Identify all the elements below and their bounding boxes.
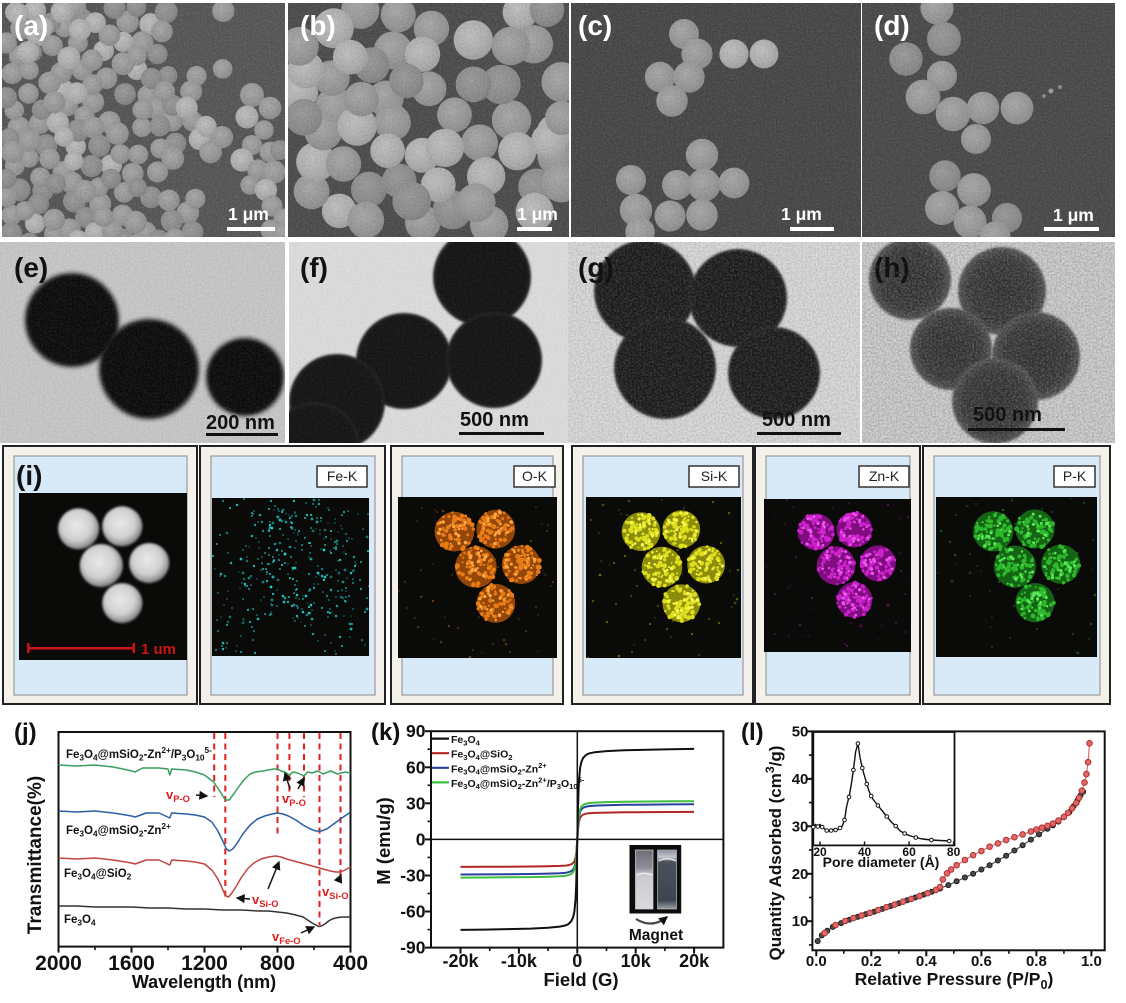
svg-text:1 μm: 1 μm [1053, 205, 1094, 225]
svg-text:P-K: P-K [1063, 468, 1087, 484]
svg-text:(f): (f) [300, 252, 328, 283]
svg-text:0.0: 0.0 [806, 953, 827, 970]
svg-text:(c): (c) [578, 10, 612, 41]
svg-text:Field (G): Field (G) [543, 969, 618, 990]
svg-text:500 nm: 500 nm [973, 404, 1042, 426]
svg-text:vFe-O: vFe-O [272, 929, 301, 946]
svg-text:(j): (j) [14, 719, 37, 746]
svg-text:-30: -30 [400, 866, 426, 886]
svg-text:Pore diameter (Å): Pore diameter (Å) [823, 854, 940, 870]
svg-text:Fe3O4@SiO2: Fe3O4@SiO2 [64, 868, 132, 882]
svg-text:Fe3O4: Fe3O4 [451, 734, 481, 747]
svg-text:0: 0 [416, 829, 426, 849]
svg-text:500 nm: 500 nm [460, 409, 529, 431]
svg-text:90: 90 [406, 721, 426, 741]
svg-text:500 nm: 500 nm [762, 409, 831, 431]
svg-text:M (emu/g): M (emu/g) [373, 797, 394, 884]
svg-text:1200: 1200 [181, 952, 228, 975]
svg-text:vSi-O: vSi-O [322, 884, 349, 901]
svg-text:80: 80 [947, 845, 961, 859]
svg-text:1600: 1600 [108, 952, 155, 975]
svg-text:1.0: 1.0 [1081, 953, 1102, 970]
svg-text:(l): (l) [741, 719, 764, 746]
svg-text:-90: -90 [400, 938, 426, 958]
svg-text:30: 30 [406, 793, 426, 813]
svg-text:-20k: -20k [442, 951, 479, 971]
svg-text:1 μm: 1 μm [781, 204, 822, 224]
svg-text:20k: 20k [679, 951, 710, 971]
svg-text:400: 400 [333, 952, 368, 975]
svg-text:800: 800 [260, 952, 295, 975]
svg-text:Fe3O4@mSiO2-Zn2+/P3O105-: Fe3O4@mSiO2-Zn2+/P3O105- [66, 745, 212, 762]
svg-text:Fe-K: Fe-K [327, 468, 358, 484]
svg-text:1 μm: 1 μm [517, 204, 558, 224]
svg-text:Fe3O4@mSiO2-Zn2+: Fe3O4@mSiO2-Zn2+ [66, 821, 171, 838]
svg-text:(a): (a) [14, 10, 48, 41]
svg-text:40: 40 [792, 771, 809, 788]
svg-text:2000: 2000 [35, 952, 82, 975]
svg-text:10k: 10k [621, 951, 652, 971]
svg-text:Fe3O4@SiO2: Fe3O4@SiO2 [451, 749, 512, 762]
svg-text:O-K: O-K [522, 468, 548, 484]
svg-text:1 μm: 1 μm [228, 204, 269, 224]
svg-text:(h): (h) [874, 252, 910, 283]
svg-text:Si-K: Si-K [701, 468, 728, 484]
svg-text:Fe3O4@mSiO2-Zn2+: Fe3O4@mSiO2-Zn2+ [451, 761, 547, 777]
svg-text:Magnet: Magnet [629, 927, 683, 944]
svg-text:60: 60 [902, 845, 916, 859]
svg-text:(b): (b) [300, 10, 336, 41]
svg-text:60: 60 [406, 757, 426, 777]
svg-text:(d): (d) [874, 10, 910, 41]
svg-text:Fe3O4@mSiO2-Zn2+/P3O105-: Fe3O4@mSiO2-Zn2+/P3O105- [451, 776, 585, 792]
svg-text:0.8: 0.8 [1026, 953, 1047, 970]
svg-text:1 um: 1 um [141, 641, 176, 658]
svg-text:200 nm: 200 nm [206, 412, 275, 434]
svg-text:50: 50 [792, 723, 809, 740]
svg-text:vP-O: vP-O [282, 791, 306, 808]
svg-text:0.6: 0.6 [971, 953, 992, 970]
svg-text:0: 0 [572, 951, 582, 971]
svg-text:0.2: 0.2 [861, 953, 882, 970]
svg-text:(k): (k) [371, 719, 400, 746]
svg-text:(g): (g) [578, 252, 614, 283]
svg-text:10: 10 [792, 913, 809, 930]
svg-text:30: 30 [792, 818, 809, 835]
svg-text:Wavelength (nm): Wavelength (nm) [132, 972, 276, 992]
svg-text:20: 20 [813, 845, 827, 859]
svg-text:40: 40 [858, 845, 872, 859]
svg-text:20: 20 [792, 866, 809, 883]
svg-text:Relative Pressure (P/P0): Relative Pressure (P/P0) [855, 969, 1054, 992]
svg-text:Quantity Adsorbed (cm3/g): Quantity Adsorbed (cm3/g) [763, 746, 785, 961]
svg-text:vP-O: vP-O [166, 787, 190, 804]
svg-text:0.4: 0.4 [916, 953, 938, 970]
svg-text:(i): (i) [16, 460, 42, 491]
svg-text:Transmittance(%): Transmittance(%) [25, 776, 46, 934]
svg-text:vSi-O: vSi-O [252, 892, 279, 909]
svg-text:(e): (e) [14, 252, 48, 283]
svg-text:Fe3O4: Fe3O4 [64, 914, 96, 928]
svg-text:-10k: -10k [501, 951, 538, 971]
svg-text:-60: -60 [400, 902, 426, 922]
svg-text:Zn-K: Zn-K [869, 468, 900, 484]
